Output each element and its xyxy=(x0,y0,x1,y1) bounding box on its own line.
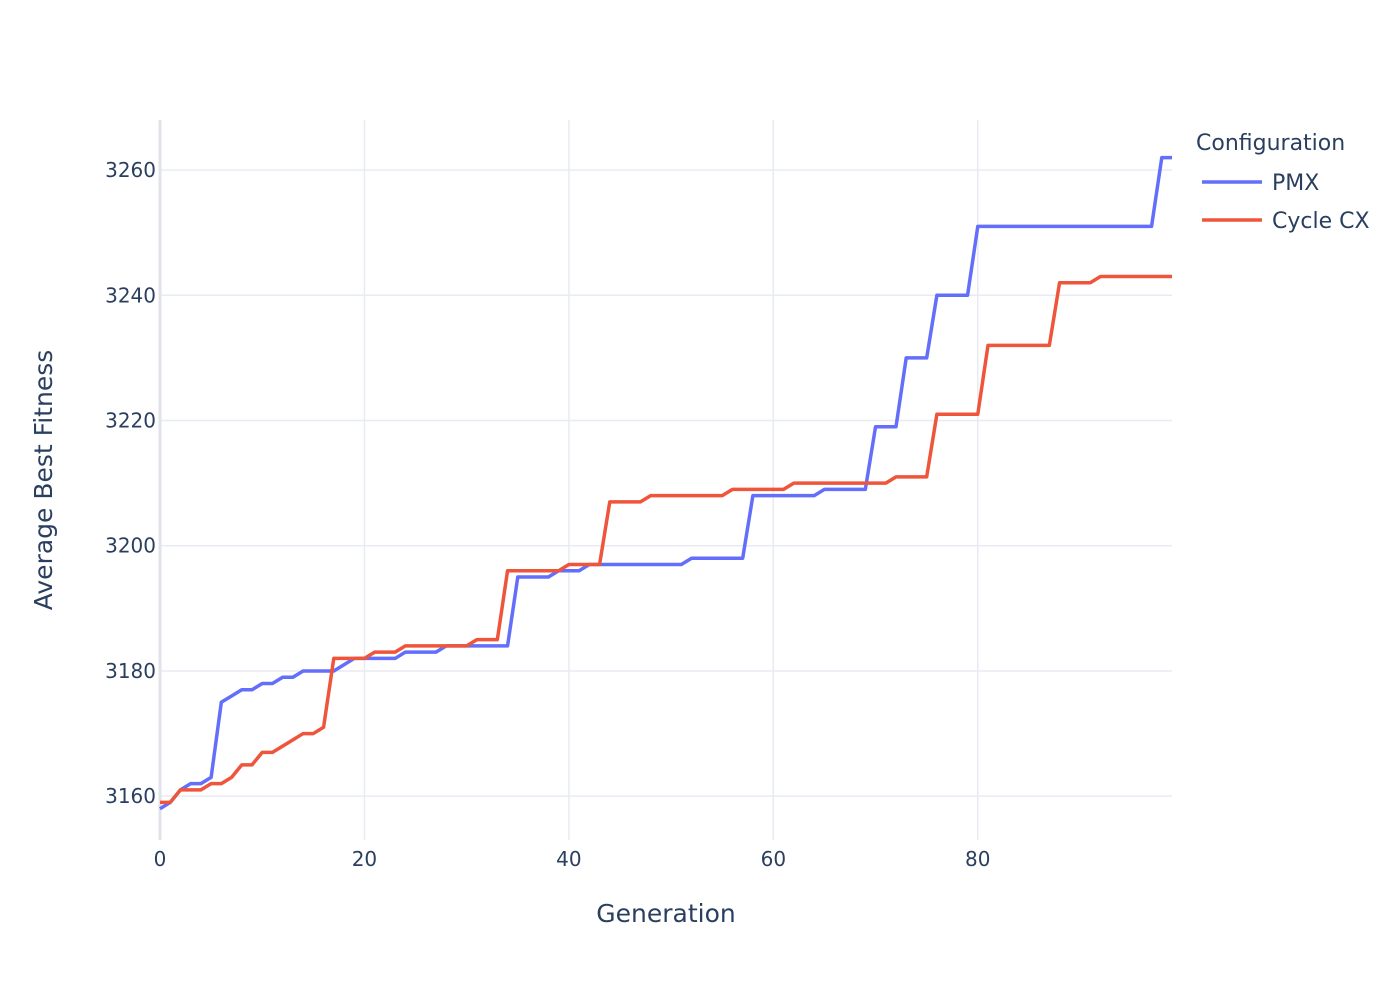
legend-items: PMX Cycle CX xyxy=(1202,171,1370,234)
y-tick-label: 3260 xyxy=(105,158,156,182)
legend: Configuration PMX Cycle CX xyxy=(1196,131,1370,234)
y-axis-ticks: 3160 3180 3200 3220 3240 3260 xyxy=(105,158,156,808)
series-lines xyxy=(159,155,1172,811)
y-tick-label: 3240 xyxy=(105,283,156,307)
series-line-pmx xyxy=(159,155,1172,811)
legend-label: Cycle CX xyxy=(1272,209,1370,234)
x-tick-label: 20 xyxy=(352,847,377,871)
legend-label: PMX xyxy=(1272,171,1319,196)
x-tick-label: 0 xyxy=(154,847,167,871)
x-axis-title: Generation xyxy=(596,899,735,928)
y-tick-label: 3180 xyxy=(105,659,156,683)
y-tick-label: 3160 xyxy=(105,784,156,808)
y-axis-title: Average Best Fitness xyxy=(29,350,58,611)
x-tick-label: 60 xyxy=(761,847,786,871)
y-tick-label: 3200 xyxy=(105,534,156,558)
x-tick-label: 80 xyxy=(965,847,990,871)
x-tick-label: 40 xyxy=(556,847,581,871)
series-line-cycle-cx xyxy=(160,274,1172,805)
x-axis-ticks: 0 20 40 60 80 xyxy=(154,847,991,871)
legend-title: Configuration xyxy=(1196,131,1345,156)
y-tick-label: 3220 xyxy=(105,409,156,433)
